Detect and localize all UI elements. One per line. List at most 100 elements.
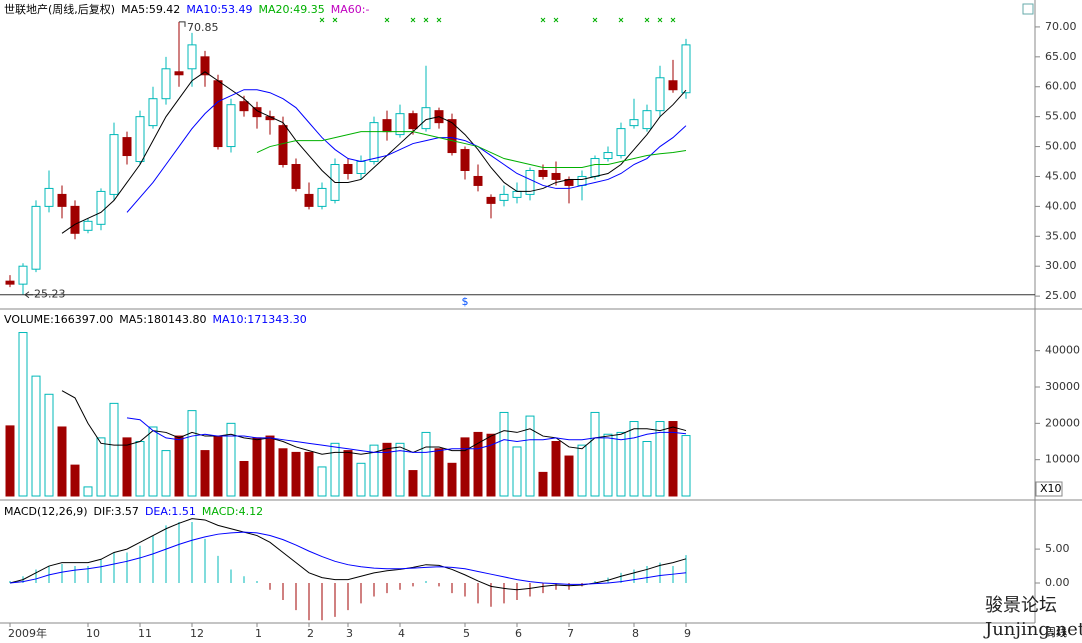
candle-body [44,187,54,207]
candle-body [499,193,509,201]
candle-body [486,196,496,204]
legend-entry: MA20:49.35 [259,3,325,16]
volume-bar [395,442,405,497]
volume-bar [18,332,28,497]
candle-body [408,113,418,130]
candle-body [577,175,587,186]
volume-bar [109,402,119,497]
volume-bar [31,375,41,497]
candle-body [239,101,249,112]
high-bracket [179,21,186,27]
x-tick-label: 9 [684,627,691,640]
candle-body [512,190,522,198]
volume-bar [291,451,301,497]
candle-body [551,172,561,180]
volume-bar [265,435,275,497]
volume-bar [239,460,249,497]
volume-bar [486,433,496,497]
signal-mark [540,17,546,23]
volume-bar [57,426,67,497]
volume-bar [135,441,145,497]
volume-bar [278,448,288,497]
volume-bar [187,410,197,497]
low-arrow-head [24,291,30,299]
candle-body [187,44,197,70]
x-tick-label: 11 [138,627,152,640]
volume-bar [564,455,574,497]
volume-bar [616,431,626,497]
volume-bar [382,442,392,497]
candle-body [122,137,132,157]
window-icon[interactable] [1022,3,1034,15]
candle-body [525,169,535,195]
x-tick-label: 2009年 [8,626,47,640]
signal-mark [410,17,416,23]
candle-body [278,125,288,166]
y-tick-label: 60.00 [1045,80,1077,93]
y-tick-label: 70.00 [1045,20,1077,33]
legend-entry: DIF:3.57 [94,505,139,518]
y-tick-label: 35.00 [1045,229,1077,242]
volume-bar [304,451,314,497]
x-tick-label: 8 [632,627,639,640]
volume-bar [408,470,418,497]
volume-bar [525,415,535,497]
volume-bar [369,444,379,497]
candle-body [642,110,652,130]
candle-body [369,122,379,163]
indicator-line [126,417,687,453]
volume-bar [174,435,184,497]
candle-body [174,71,184,76]
candle-body [616,128,626,157]
volume-bar [343,450,353,497]
signal-mark [332,17,338,23]
volume-bar [577,444,587,497]
x-tick-label: 1 [255,627,262,640]
legend-entry: MA5:59.42 [121,3,180,16]
candle-body [291,164,301,189]
signal-mark [670,17,676,23]
dividend-marker: $ [462,295,469,308]
signal-mark [423,17,429,23]
volume-bar [5,425,15,497]
y-tick-label: 20000 [1045,416,1080,429]
signal-mark [644,17,650,23]
candle-body [161,68,171,100]
watermark-title: 骏景论坛 [985,595,1057,616]
candle-body [395,113,405,136]
indicator-line [61,71,687,234]
volume-bar [460,437,470,497]
volume-bar [434,448,444,497]
candle-body [109,134,119,195]
legend-entry: MA10:53.49 [186,3,252,16]
candle-body [655,77,665,112]
candle-body [473,175,483,186]
volume-bar [213,435,223,497]
x-tick-label: 5 [463,627,470,640]
indicator-line [9,531,687,585]
signal-mark [436,17,442,23]
candle-body [135,116,145,163]
candle-body [18,265,28,285]
signal-mark [657,17,663,23]
unit-box [1035,481,1063,497]
candle-body [343,164,353,174]
legend-entry: MA10:171343.30 [212,313,306,326]
signal-mark [553,17,559,23]
volume-bar [681,435,691,497]
x-tick-label: 2 [307,627,314,640]
y-tick-label: 30000 [1045,380,1080,393]
volume-bar [200,450,210,497]
candle-body [70,205,80,234]
y-tick-label: 45.00 [1045,169,1077,182]
volume-bar [96,437,106,497]
legend-entry: MA60:- [331,3,370,16]
volume-bar [317,466,327,497]
volume-bar [252,437,262,497]
signal-mark [384,17,390,23]
candle-body [447,119,457,154]
volume-bar [603,433,613,497]
y-tick-label: 25.00 [1045,289,1077,302]
